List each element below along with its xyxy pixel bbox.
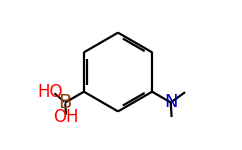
Text: OH: OH — [53, 108, 79, 126]
Text: B: B — [59, 93, 72, 112]
Text: HO: HO — [38, 83, 63, 101]
Text: N: N — [164, 93, 178, 111]
